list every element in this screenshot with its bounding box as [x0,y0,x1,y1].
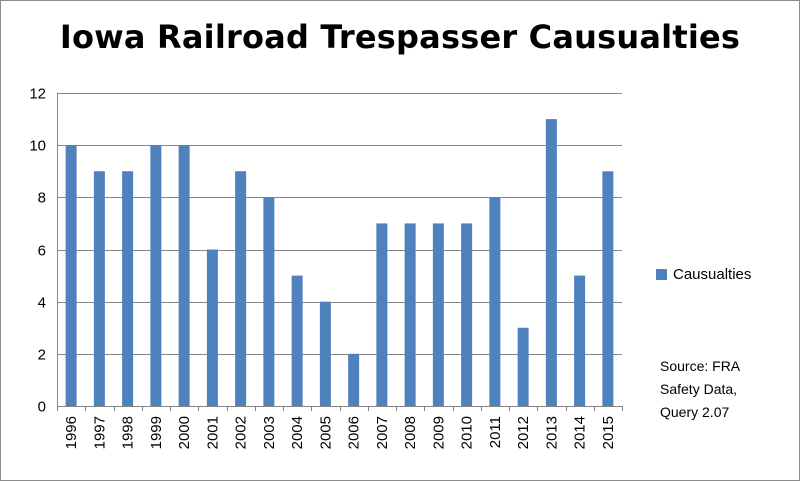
bar [319,301,331,406]
legend-label: Causualties [673,266,752,283]
bar [65,145,77,406]
source-note: Source: FRA Safety Data, Query 2.07 [660,355,790,424]
bar [432,223,444,406]
bar [404,223,416,406]
x-tick-label: 2014 [572,416,589,449]
bar [517,327,529,406]
bar [545,119,557,406]
x-tick-label: 2005 [317,416,334,449]
x-tick-label: 1996 [63,416,80,449]
bar [235,171,247,406]
x-tick-label: 2001 [204,416,221,449]
bar [376,223,388,406]
y-tick-label: 8 [38,190,46,207]
bar [291,275,303,406]
source-line-2: Safety Data, [660,381,738,397]
source-line-1: Source: FRA [660,358,741,374]
x-tick-label: 1997 [91,416,108,449]
x-tick-label: 2008 [402,416,419,449]
source-line-3: Query 2.07 [660,404,730,420]
y-tick-label: 4 [38,295,46,312]
x-tick-label: 2004 [289,416,306,449]
legend-swatch [656,269,667,280]
y-tick-label: 2 [38,347,46,364]
y-tick-label: 0 [38,399,46,416]
x-tick-label: 2009 [430,416,447,449]
x-tick-label: 2013 [543,416,560,449]
bar [178,145,190,406]
x-tick-label: 1998 [120,416,137,449]
bar [574,275,586,406]
legend: Causualties [656,266,751,283]
bar [150,145,162,406]
x-tick-label: 2015 [600,416,617,449]
x-tick-label: 2010 [459,416,476,449]
bar [461,223,473,406]
x-tick-label: 1999 [148,416,165,449]
y-tick-label: 12 [29,86,46,103]
bar [489,197,501,406]
x-tick-label: 2012 [515,416,532,449]
y-tick-label: 10 [29,138,46,155]
bar [93,171,105,406]
y-tick-label: 6 [38,243,46,260]
x-tick-label: 2011 [487,416,504,448]
x-tick-label: 2007 [374,416,391,449]
bar [602,171,614,406]
bar [206,249,218,406]
x-tick-label: 2002 [233,416,250,449]
chart-title: Iowa Railroad Trespasser Causualties [59,18,741,56]
bar [348,353,360,406]
bar [263,197,275,406]
bar [122,171,134,406]
x-tick-label: 2003 [261,416,278,449]
x-tick-label: 2000 [176,416,193,449]
x-tick-label: 2006 [346,416,363,449]
